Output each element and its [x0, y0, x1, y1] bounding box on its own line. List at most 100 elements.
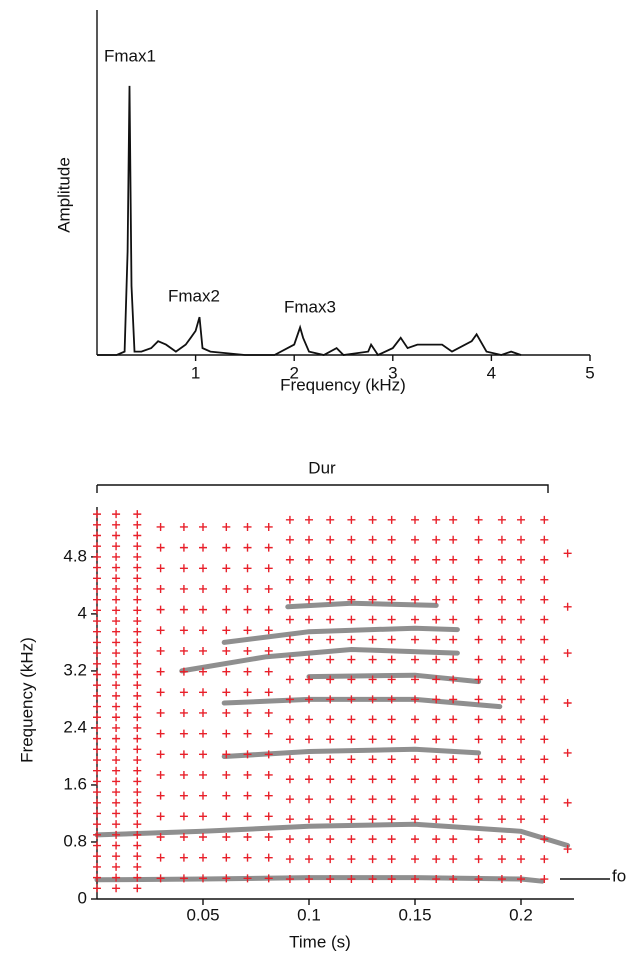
x-axis-label: Frequency (kHz) [280, 375, 406, 394]
harmonic-cross [411, 755, 419, 764]
harmonic-cross [222, 626, 231, 635]
harmonic-cross [368, 575, 377, 584]
harmonic-cross [305, 715, 313, 724]
harmonic-cross [411, 735, 419, 744]
harmonic-cross [497, 735, 506, 744]
harmonic-cross [540, 715, 549, 724]
harmonic-cross [432, 855, 441, 864]
harmonic-cross [112, 873, 121, 882]
harmonic-cross [112, 617, 121, 626]
harmonic-cross [222, 750, 231, 759]
harmonic-band [94, 821, 571, 848]
harmonic-cross [411, 615, 419, 624]
harmonic-cross [326, 635, 335, 644]
harmonic-cross [368, 855, 377, 864]
harmonic-cross [156, 688, 165, 697]
harmonic-cross [264, 729, 273, 738]
harmonic-cross [517, 555, 525, 564]
harmonic-cross [432, 735, 441, 744]
harmonic-cross [133, 617, 142, 626]
harmonic-cross [112, 788, 121, 797]
harmonic-cross [305, 875, 313, 884]
harmonic-cross [347, 795, 356, 804]
harmonic-cross [368, 775, 377, 784]
harmonic-cross [497, 855, 506, 864]
harmonic-cross [112, 670, 121, 679]
harmonic-cross [474, 715, 483, 724]
harmonic-cross [179, 626, 188, 635]
harmonic-cross [474, 835, 483, 844]
harmonic-cross [540, 735, 549, 744]
harmonic-cross [93, 809, 101, 818]
harmonic-cross [347, 695, 356, 704]
harmonic-cross [93, 862, 101, 871]
harmonic-cross [326, 515, 335, 524]
harmonic-cross [497, 835, 506, 844]
harmonic-cross [93, 574, 101, 583]
harmonic-cross [112, 713, 121, 722]
harmonic-cross [411, 515, 419, 524]
harmonic-cross [243, 626, 252, 635]
harmonic-cross [93, 681, 101, 690]
harmonic-cross [243, 791, 252, 800]
harmonic-cross [156, 543, 165, 552]
harmonic-cross [432, 555, 441, 564]
harmonic-cross [199, 770, 207, 779]
harmonic-cross [326, 735, 335, 744]
harmonic-band [221, 696, 503, 710]
harmonic-cross [387, 755, 396, 764]
harmonic-cross [347, 875, 356, 884]
harmonic-cross [387, 555, 396, 564]
harmonic-cross [449, 655, 458, 664]
harmonic-cross [326, 855, 335, 864]
harmonic-cross [112, 841, 121, 850]
harmonic-cross [243, 708, 252, 717]
harmonic-cross [243, 770, 252, 779]
harmonic-cross [93, 723, 101, 732]
harmonic-cross [179, 667, 188, 676]
harmonic-cross [112, 820, 121, 829]
harmonic-cross [540, 775, 549, 784]
harmonic-cross [93, 670, 101, 679]
harmonic-cross [432, 675, 441, 684]
harmonic-cross [179, 770, 188, 779]
harmonic-cross [449, 635, 458, 644]
harmonic-cross [474, 575, 483, 584]
harmonic-cross [222, 708, 231, 717]
harmonic-cross [497, 595, 506, 604]
harmonic-cross [368, 715, 377, 724]
harmonic-cross [305, 575, 313, 584]
harmonic-cross [112, 510, 121, 519]
harmonic-cross [133, 745, 142, 754]
harmonic-cross [368, 755, 377, 764]
harmonic-cross [156, 874, 165, 883]
harmonic-cross [387, 595, 396, 604]
harmonic-cross [474, 675, 483, 684]
harmonic-cross [179, 832, 188, 841]
harmonic-cross [93, 649, 101, 658]
x-tick-label: 1 [191, 363, 200, 382]
harmonic-cross [368, 655, 377, 664]
harmonic-cross [474, 855, 483, 864]
harmonic-cross [449, 695, 458, 704]
harmonic-cross [411, 675, 419, 684]
harmonic-cross [474, 795, 483, 804]
harmonic-cross [264, 874, 273, 883]
harmonic-cross [243, 853, 252, 862]
harmonic-cross [133, 713, 142, 722]
harmonic-cross [411, 875, 419, 884]
harmonic-cross [563, 845, 572, 854]
harmonic-cross [133, 884, 142, 893]
harmonic-cross [285, 835, 294, 844]
harmonic-cross [112, 734, 121, 743]
y-tick-label: 0 [78, 888, 87, 907]
harmonic-cross [517, 535, 525, 544]
harmonic-cross [133, 734, 142, 743]
harmonic-cross [387, 695, 396, 704]
harmonic-cross [133, 681, 142, 690]
harmonic-cross [305, 835, 313, 844]
harmonic-cross [133, 798, 142, 807]
harmonic-cross [179, 729, 188, 738]
harmonic-cross [305, 515, 313, 524]
y-tick-label: 2.4 [63, 717, 87, 736]
